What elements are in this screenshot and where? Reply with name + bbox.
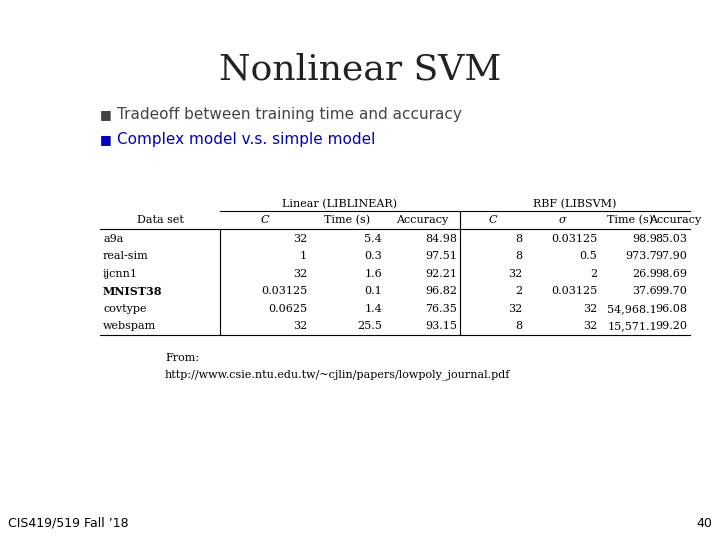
Text: ijcnn1: ijcnn1 [103, 269, 138, 279]
Text: Accuracy: Accuracy [649, 215, 701, 225]
Text: 32: 32 [508, 303, 522, 314]
Text: RBF (LIBSVM): RBF (LIBSVM) [534, 199, 617, 209]
Text: σ: σ [559, 215, 567, 225]
Text: 5.4: 5.4 [364, 234, 382, 244]
Text: 0.1: 0.1 [364, 286, 382, 296]
Text: 0.0625: 0.0625 [268, 303, 307, 314]
Text: Accuracy: Accuracy [397, 215, 449, 225]
Text: 92.21: 92.21 [425, 269, 457, 279]
Text: 8: 8 [515, 234, 522, 244]
Text: 96.82: 96.82 [425, 286, 457, 296]
Text: 32: 32 [508, 269, 522, 279]
Text: 2: 2 [590, 269, 597, 279]
Text: 99.70: 99.70 [655, 286, 687, 296]
Text: a9a: a9a [103, 234, 123, 244]
Text: covtype: covtype [103, 303, 146, 314]
Text: 32: 32 [293, 234, 307, 244]
Text: 97.90: 97.90 [655, 251, 687, 261]
Text: 25.5: 25.5 [357, 321, 382, 331]
Text: 93.15: 93.15 [425, 321, 457, 331]
Text: 99.20: 99.20 [655, 321, 687, 331]
Text: 98.9: 98.9 [632, 234, 657, 244]
Text: 32: 32 [582, 321, 597, 331]
Text: From:: From: [165, 353, 199, 363]
Text: 32: 32 [582, 303, 597, 314]
Text: 1.6: 1.6 [364, 269, 382, 279]
Text: Tradeoff between training time and accuracy: Tradeoff between training time and accur… [117, 107, 462, 122]
Text: C: C [261, 215, 269, 225]
Text: Time (s): Time (s) [325, 215, 371, 225]
Text: Time (s): Time (s) [607, 215, 653, 225]
Text: 37.6: 37.6 [632, 286, 657, 296]
Text: Nonlinear SVM: Nonlinear SVM [219, 52, 501, 86]
Text: Complex model v.s. simple model: Complex model v.s. simple model [117, 132, 375, 147]
Text: 32: 32 [293, 269, 307, 279]
Text: 1.4: 1.4 [364, 303, 382, 314]
Text: 0.3: 0.3 [364, 251, 382, 261]
Text: 0.03125: 0.03125 [551, 234, 597, 244]
Text: 8: 8 [515, 321, 522, 331]
Text: 1: 1 [300, 251, 307, 261]
Text: 32: 32 [293, 321, 307, 331]
Text: 0.03125: 0.03125 [261, 286, 307, 296]
Text: http://www.csie.ntu.edu.tw/~cjlin/papers/lowpoly_journal.pdf: http://www.csie.ntu.edu.tw/~cjlin/papers… [165, 369, 510, 380]
Text: 0.03125: 0.03125 [551, 286, 597, 296]
Text: 2: 2 [515, 286, 522, 296]
Text: real-sim: real-sim [103, 251, 149, 261]
Text: C: C [488, 215, 497, 225]
Text: 85.03: 85.03 [655, 234, 687, 244]
Text: ■: ■ [100, 133, 112, 146]
Text: 8: 8 [515, 251, 522, 261]
Text: 76.35: 76.35 [425, 303, 457, 314]
Text: 96.08: 96.08 [655, 303, 687, 314]
Text: 98.69: 98.69 [655, 269, 687, 279]
Text: CIS419/519 Fall ’18: CIS419/519 Fall ’18 [8, 517, 129, 530]
Text: 54,968.1: 54,968.1 [607, 303, 657, 314]
Text: webspam: webspam [103, 321, 156, 331]
Text: 40: 40 [696, 517, 712, 530]
Text: 0.5: 0.5 [580, 251, 597, 261]
Text: ■: ■ [100, 108, 112, 121]
Text: MNIST38: MNIST38 [103, 286, 163, 297]
Text: 15,571.1: 15,571.1 [608, 321, 657, 331]
Text: 97.51: 97.51 [425, 251, 457, 261]
Text: Linear (LIBLINEAR): Linear (LIBLINEAR) [282, 199, 397, 209]
Text: Data set: Data set [137, 215, 184, 225]
Text: 26.9: 26.9 [632, 269, 657, 279]
Text: 973.7: 973.7 [625, 251, 657, 261]
Text: 84.98: 84.98 [425, 234, 457, 244]
